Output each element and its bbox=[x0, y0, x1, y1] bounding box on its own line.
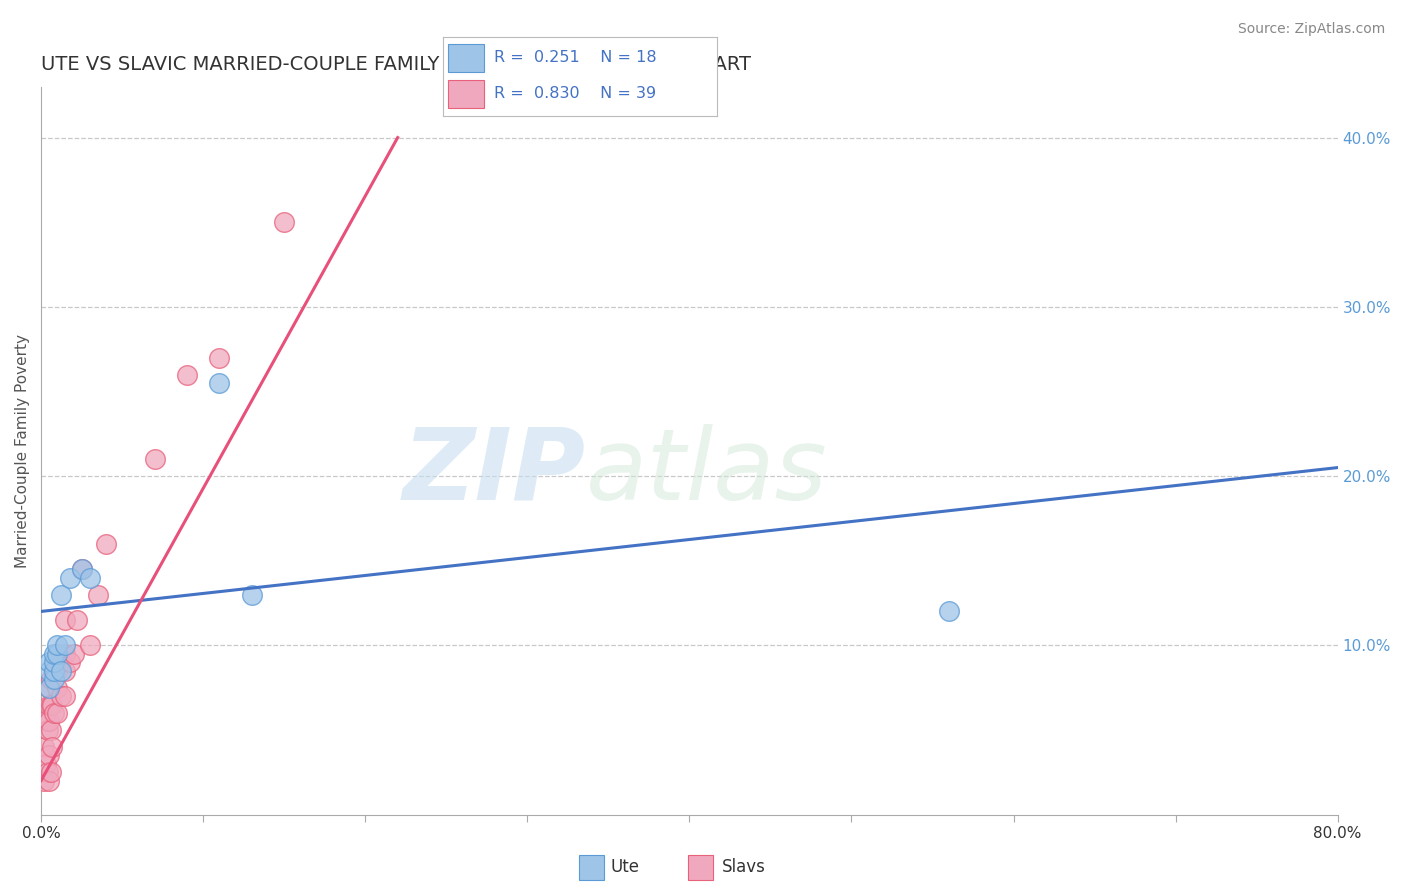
Point bbox=[39, 672, 62, 686]
Text: R =  0.251    N = 18: R = 0.251 N = 18 bbox=[494, 50, 657, 65]
Point bbox=[38, 773, 60, 788]
Point bbox=[49, 655, 72, 669]
Text: Slavs: Slavs bbox=[723, 858, 766, 877]
Point bbox=[273, 215, 295, 229]
Point bbox=[42, 664, 65, 678]
Text: UTE VS SLAVIC MARRIED-COUPLE FAMILY POVERTY CORRELATION CHART: UTE VS SLAVIC MARRIED-COUPLE FAMILY POVE… bbox=[41, 55, 751, 74]
Text: R =  0.830    N = 39: R = 0.830 N = 39 bbox=[494, 87, 655, 102]
Point bbox=[38, 664, 60, 678]
Point bbox=[62, 647, 84, 661]
Point bbox=[79, 638, 101, 652]
Bar bbox=[449, 80, 484, 108]
Point bbox=[240, 587, 263, 601]
Point bbox=[143, 452, 166, 467]
Point bbox=[38, 681, 60, 695]
Point bbox=[46, 681, 69, 695]
Point bbox=[41, 739, 63, 754]
Point bbox=[38, 714, 60, 729]
Point bbox=[42, 655, 65, 669]
Bar bbox=[688, 855, 713, 880]
Y-axis label: Married-Couple Family Poverty: Married-Couple Family Poverty bbox=[15, 334, 30, 567]
Point bbox=[55, 689, 77, 703]
Bar bbox=[449, 44, 484, 72]
Point bbox=[42, 647, 65, 661]
Text: Ute: Ute bbox=[610, 858, 640, 877]
Point bbox=[42, 706, 65, 720]
Point bbox=[41, 698, 63, 712]
Text: atlas: atlas bbox=[586, 424, 827, 521]
Point bbox=[49, 587, 72, 601]
Point bbox=[55, 664, 77, 678]
Point bbox=[39, 723, 62, 737]
Point bbox=[34, 773, 56, 788]
Point bbox=[55, 638, 77, 652]
Point bbox=[38, 698, 60, 712]
Point bbox=[35, 714, 58, 729]
Point bbox=[55, 613, 77, 627]
Point bbox=[176, 368, 198, 382]
Point bbox=[37, 765, 59, 780]
Point bbox=[94, 537, 117, 551]
Text: Source: ZipAtlas.com: Source: ZipAtlas.com bbox=[1237, 22, 1385, 37]
Point bbox=[39, 698, 62, 712]
Point bbox=[35, 756, 58, 771]
Point bbox=[46, 706, 69, 720]
Bar bbox=[579, 855, 605, 880]
Point bbox=[37, 723, 59, 737]
Point bbox=[59, 571, 82, 585]
Point bbox=[42, 672, 65, 686]
Point bbox=[42, 664, 65, 678]
Point bbox=[66, 613, 89, 627]
Point bbox=[38, 748, 60, 763]
Point bbox=[87, 587, 110, 601]
Point bbox=[49, 689, 72, 703]
Point bbox=[208, 351, 231, 365]
Point bbox=[70, 562, 93, 576]
Point bbox=[38, 655, 60, 669]
Point bbox=[34, 739, 56, 754]
Point bbox=[79, 571, 101, 585]
Point bbox=[938, 604, 960, 618]
Point bbox=[38, 681, 60, 695]
Point bbox=[208, 376, 231, 390]
Point bbox=[46, 638, 69, 652]
Point bbox=[46, 647, 69, 661]
Point bbox=[49, 664, 72, 678]
Point bbox=[46, 664, 69, 678]
Point bbox=[55, 647, 77, 661]
Text: ZIP: ZIP bbox=[402, 424, 586, 521]
Point bbox=[59, 655, 82, 669]
Point bbox=[70, 562, 93, 576]
Point bbox=[39, 765, 62, 780]
